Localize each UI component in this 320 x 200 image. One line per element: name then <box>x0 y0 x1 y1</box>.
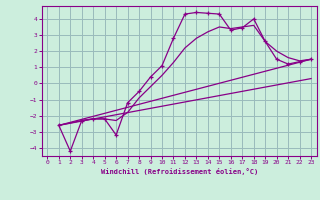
X-axis label: Windchill (Refroidissement éolien,°C): Windchill (Refroidissement éolien,°C) <box>100 168 258 175</box>
